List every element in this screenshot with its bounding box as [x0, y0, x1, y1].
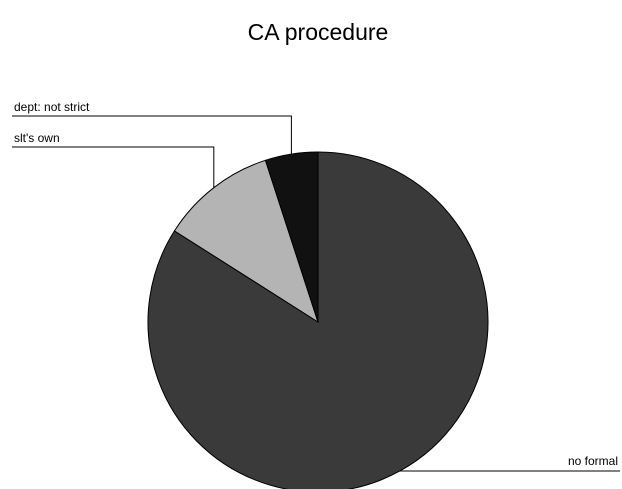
slice-label: dept: not strict: [14, 100, 90, 114]
pie-slice: [147, 151, 489, 489]
chart-title: CA procedure: [248, 19, 389, 45]
slice-label: slt's own: [14, 131, 60, 145]
pie-slice: [173, 159, 319, 324]
slice-label: no formal: [568, 454, 618, 468]
leader-line: [12, 146, 215, 188]
leader-line: [12, 115, 292, 155]
pie-slice: [264, 151, 319, 323]
